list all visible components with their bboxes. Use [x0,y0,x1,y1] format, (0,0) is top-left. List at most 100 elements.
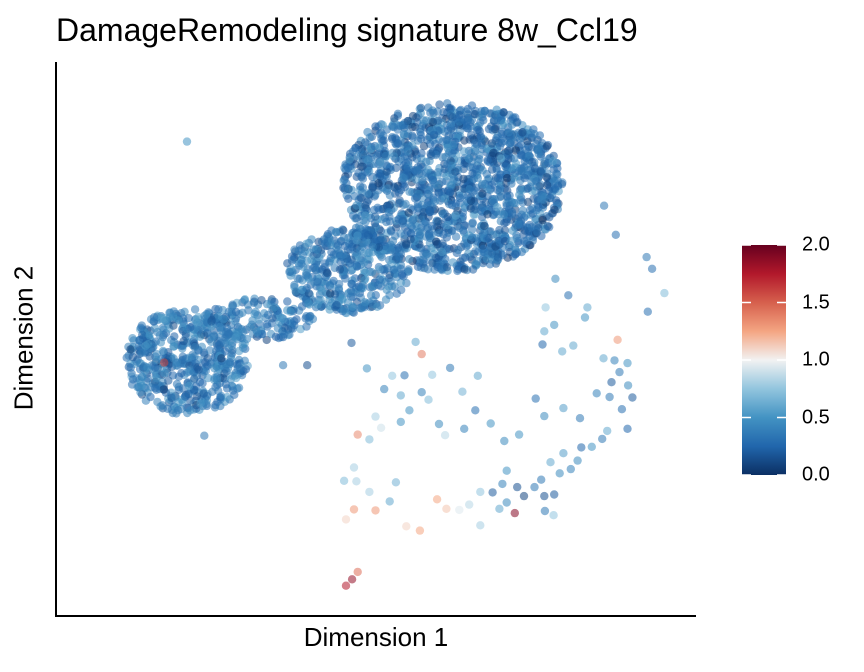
data-point [192,392,202,401]
data-point [487,165,497,174]
data-point [279,314,288,324]
data-point [525,205,535,214]
data-point [523,197,533,207]
data-point [390,282,399,291]
data-point [518,206,527,215]
data-point [215,340,224,350]
data-point [317,287,327,296]
data-point [322,268,332,277]
data-point [425,206,434,216]
data-point [207,317,216,326]
data-point [180,392,190,401]
data-point [540,411,549,421]
data-point [184,314,193,323]
colorbar-tick-label: 0.5 [802,406,830,428]
data-point [442,504,451,513]
data-point [389,152,398,161]
data-point [353,430,362,439]
data-point [237,325,246,334]
data-point [190,374,199,383]
data-point [520,157,529,166]
data-point [439,230,448,239]
data-point [245,323,255,332]
data-point [404,208,413,217]
data-point [363,127,372,137]
data-point [262,335,271,345]
data-point [455,505,464,515]
data-point [363,189,372,198]
data-point [540,491,549,501]
data-point [430,197,440,206]
data-point [530,129,539,139]
data-point [257,296,266,305]
data-point [499,108,508,117]
data-point [378,120,387,130]
data-point [179,336,188,346]
data-point [146,392,155,402]
data-point [530,482,539,492]
data-point [356,246,365,255]
data-point [538,340,547,349]
data-point [200,431,209,440]
data-point [351,144,360,153]
data-point [228,386,238,395]
data-point [312,245,321,254]
data-point [476,487,485,497]
data-point [399,129,408,139]
data-point [385,191,395,200]
data-point [545,213,554,222]
data-point [361,211,370,220]
data-point [186,365,195,374]
data-point [559,403,568,413]
data-point [235,346,244,356]
data-point [493,202,502,212]
data-point [443,212,452,222]
data-point [353,152,362,161]
data-point [473,371,482,380]
data-point [177,309,186,318]
data-point [540,506,550,516]
data-point [540,327,549,336]
data-point [471,205,480,214]
data-point [502,498,511,507]
data-point [339,306,349,315]
data-point [428,370,437,379]
data-point [617,405,627,414]
data-point [388,122,397,131]
data-point [367,281,377,291]
data-point [468,265,478,274]
data-point [164,376,173,385]
data-point [402,240,411,249]
data-point [573,456,582,465]
data-point [402,522,411,531]
data-point [262,320,272,329]
data-point [474,125,483,134]
data-point [219,315,228,324]
data-point [283,259,292,268]
data-point [424,395,433,404]
data-point [448,170,457,179]
data-point [592,389,601,398]
data-point [557,180,567,189]
data-point [417,349,426,359]
data-point [358,174,368,183]
data-point [352,477,361,486]
data-point [437,247,447,257]
data-point [544,186,554,195]
data-point [352,214,361,223]
data-point [603,426,612,436]
data-point [172,379,182,389]
data-point [518,128,527,137]
chart-title: DamageRemodeling signature 8w_Ccl19 [56,12,638,48]
data-point [379,136,388,145]
data-point [416,103,426,113]
data-point [169,342,179,351]
data-point [170,332,179,341]
data-point [327,247,336,257]
data-point [397,271,407,280]
data-point [302,322,311,331]
data-point [492,105,501,114]
data-point [412,193,421,202]
data-point [463,192,472,201]
data-point [396,264,406,273]
